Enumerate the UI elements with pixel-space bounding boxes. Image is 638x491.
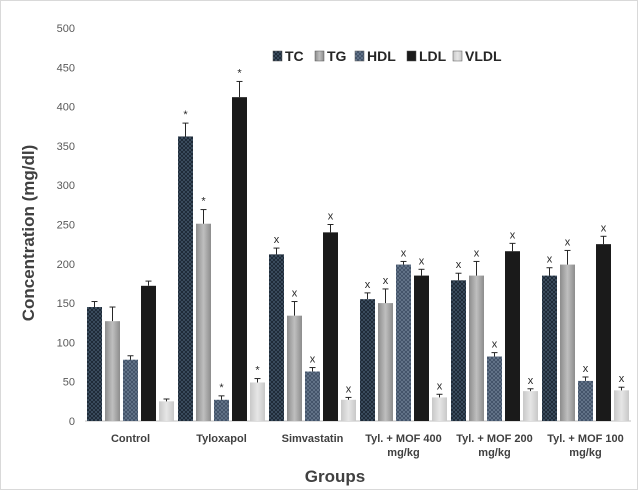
- significance-mark-tc: *: [183, 109, 188, 121]
- significance-mark-vldl: x: [528, 375, 534, 387]
- y-tick-label: 350: [57, 141, 75, 153]
- bar-tg: [287, 315, 302, 421]
- bar-tg: [560, 264, 575, 421]
- category-labels: Control Tyloxapol Simvastatin Tyl. + MOF 40…: [111, 433, 624, 459]
- category-label: Tyl. + MOF 400 mg/kg: [365, 433, 442, 459]
- significance-mark-tc: x: [365, 279, 371, 291]
- bar-tc: [269, 254, 284, 421]
- bar-ldl: [232, 97, 247, 421]
- y-tick-label: 400: [57, 102, 75, 114]
- y-tick-label: 150: [57, 298, 75, 310]
- bar-tg: [105, 321, 120, 421]
- y-tick-label: 300: [57, 180, 75, 192]
- y-axis-title: Concentration (mg/dl): [19, 145, 38, 322]
- significance-mark-vldl: x: [619, 373, 625, 385]
- y-axis-ticks: 0 50 100 150 200 250 300 350 400 450 500: [57, 23, 75, 428]
- y-tick-label: 200: [57, 259, 75, 271]
- bar-vldl: [250, 382, 265, 421]
- y-tick-label: 100: [57, 337, 75, 349]
- category-label: Simvastatin: [282, 433, 344, 445]
- bar-vldl: [523, 391, 538, 421]
- legend-label-tg: TG: [327, 48, 347, 64]
- bar-tg: [196, 223, 211, 421]
- category-label: Control: [111, 433, 150, 445]
- legend-label-vldl: VLDL: [465, 48, 502, 64]
- significance-mark-tg: x: [292, 288, 298, 300]
- bar-hdl: [305, 371, 320, 421]
- category-label: Tyl. + MOF 100 mg/kg: [547, 433, 624, 459]
- significance-mark-ldl: *: [237, 67, 242, 79]
- bar-ldl: [323, 232, 338, 421]
- significance-mark-vldl: x: [346, 383, 352, 395]
- bar-ldl: [505, 251, 520, 421]
- bar-hdl: [214, 399, 229, 421]
- bar-ldl: [414, 275, 429, 421]
- significance-mark-ldl: x: [328, 211, 334, 223]
- legend-swatch-tc: [272, 50, 283, 62]
- significance-mark-tc: x: [547, 254, 553, 266]
- significance-mark-tg: x: [474, 247, 480, 259]
- bar-tc: [542, 275, 557, 421]
- legend-swatch-tg: [314, 50, 325, 62]
- y-tick-label: 250: [57, 220, 75, 232]
- significance-mark-tg: x: [383, 275, 389, 287]
- significance-mark-ldl: x: [601, 222, 607, 234]
- significance-mark-hdl: x: [583, 363, 589, 375]
- bar-hdl: [578, 380, 593, 421]
- y-tick-label: 500: [57, 23, 75, 35]
- significance-mark-tc: x: [274, 234, 280, 246]
- x-axis-title: Groups: [305, 467, 365, 486]
- bar-tc: [360, 299, 375, 421]
- bar-vldl: [159, 401, 174, 421]
- bar-hdl: [487, 356, 502, 421]
- y-tick-label: 0: [69, 416, 75, 428]
- significance-mark-ldl: x: [510, 229, 516, 241]
- bar-ldl: [596, 244, 611, 421]
- legend: TC TG HDL LDL VLDL: [272, 48, 502, 64]
- significance-mark-vldl: x: [437, 380, 443, 392]
- legend-label-ldl: LDL: [419, 48, 447, 64]
- bar-tg: [378, 303, 393, 421]
- significance-mark-tc: x: [456, 259, 462, 271]
- bar-hdl: [396, 264, 411, 421]
- bar-tc: [178, 136, 193, 421]
- bar-tg: [469, 275, 484, 421]
- bar-tc: [451, 280, 466, 421]
- significance-mark-vldl: *: [255, 365, 260, 377]
- y-tick-label: 50: [63, 377, 75, 389]
- bar-tc: [87, 307, 102, 421]
- significance-mark-tg: *: [201, 196, 206, 208]
- legend-swatch-ldl: [406, 50, 417, 62]
- legend-swatch-vldl: [452, 50, 463, 62]
- significance-mark-hdl: x: [401, 247, 407, 259]
- category-label: Tyl. + MOF 200 mg/kg: [456, 433, 533, 459]
- legend-label-hdl: HDL: [367, 48, 396, 64]
- bar-hdl: [123, 359, 138, 421]
- bar-vldl: [614, 390, 629, 421]
- bar-ldl: [141, 285, 156, 421]
- legend-label-tc: TC: [285, 48, 304, 64]
- bar-vldl: [341, 399, 356, 421]
- significance-mark-tg: x: [565, 236, 571, 248]
- significance-mark-ldl: x: [419, 255, 425, 267]
- legend-swatch-hdl: [354, 50, 365, 62]
- significance-mark-hdl: x: [492, 339, 498, 351]
- category-label: Tyloxapol: [196, 433, 247, 445]
- bar-vldl: [432, 397, 447, 421]
- significance-mark-hdl: x: [310, 354, 316, 366]
- significance-mark-hdl: *: [219, 382, 224, 394]
- y-tick-label: 450: [57, 62, 75, 74]
